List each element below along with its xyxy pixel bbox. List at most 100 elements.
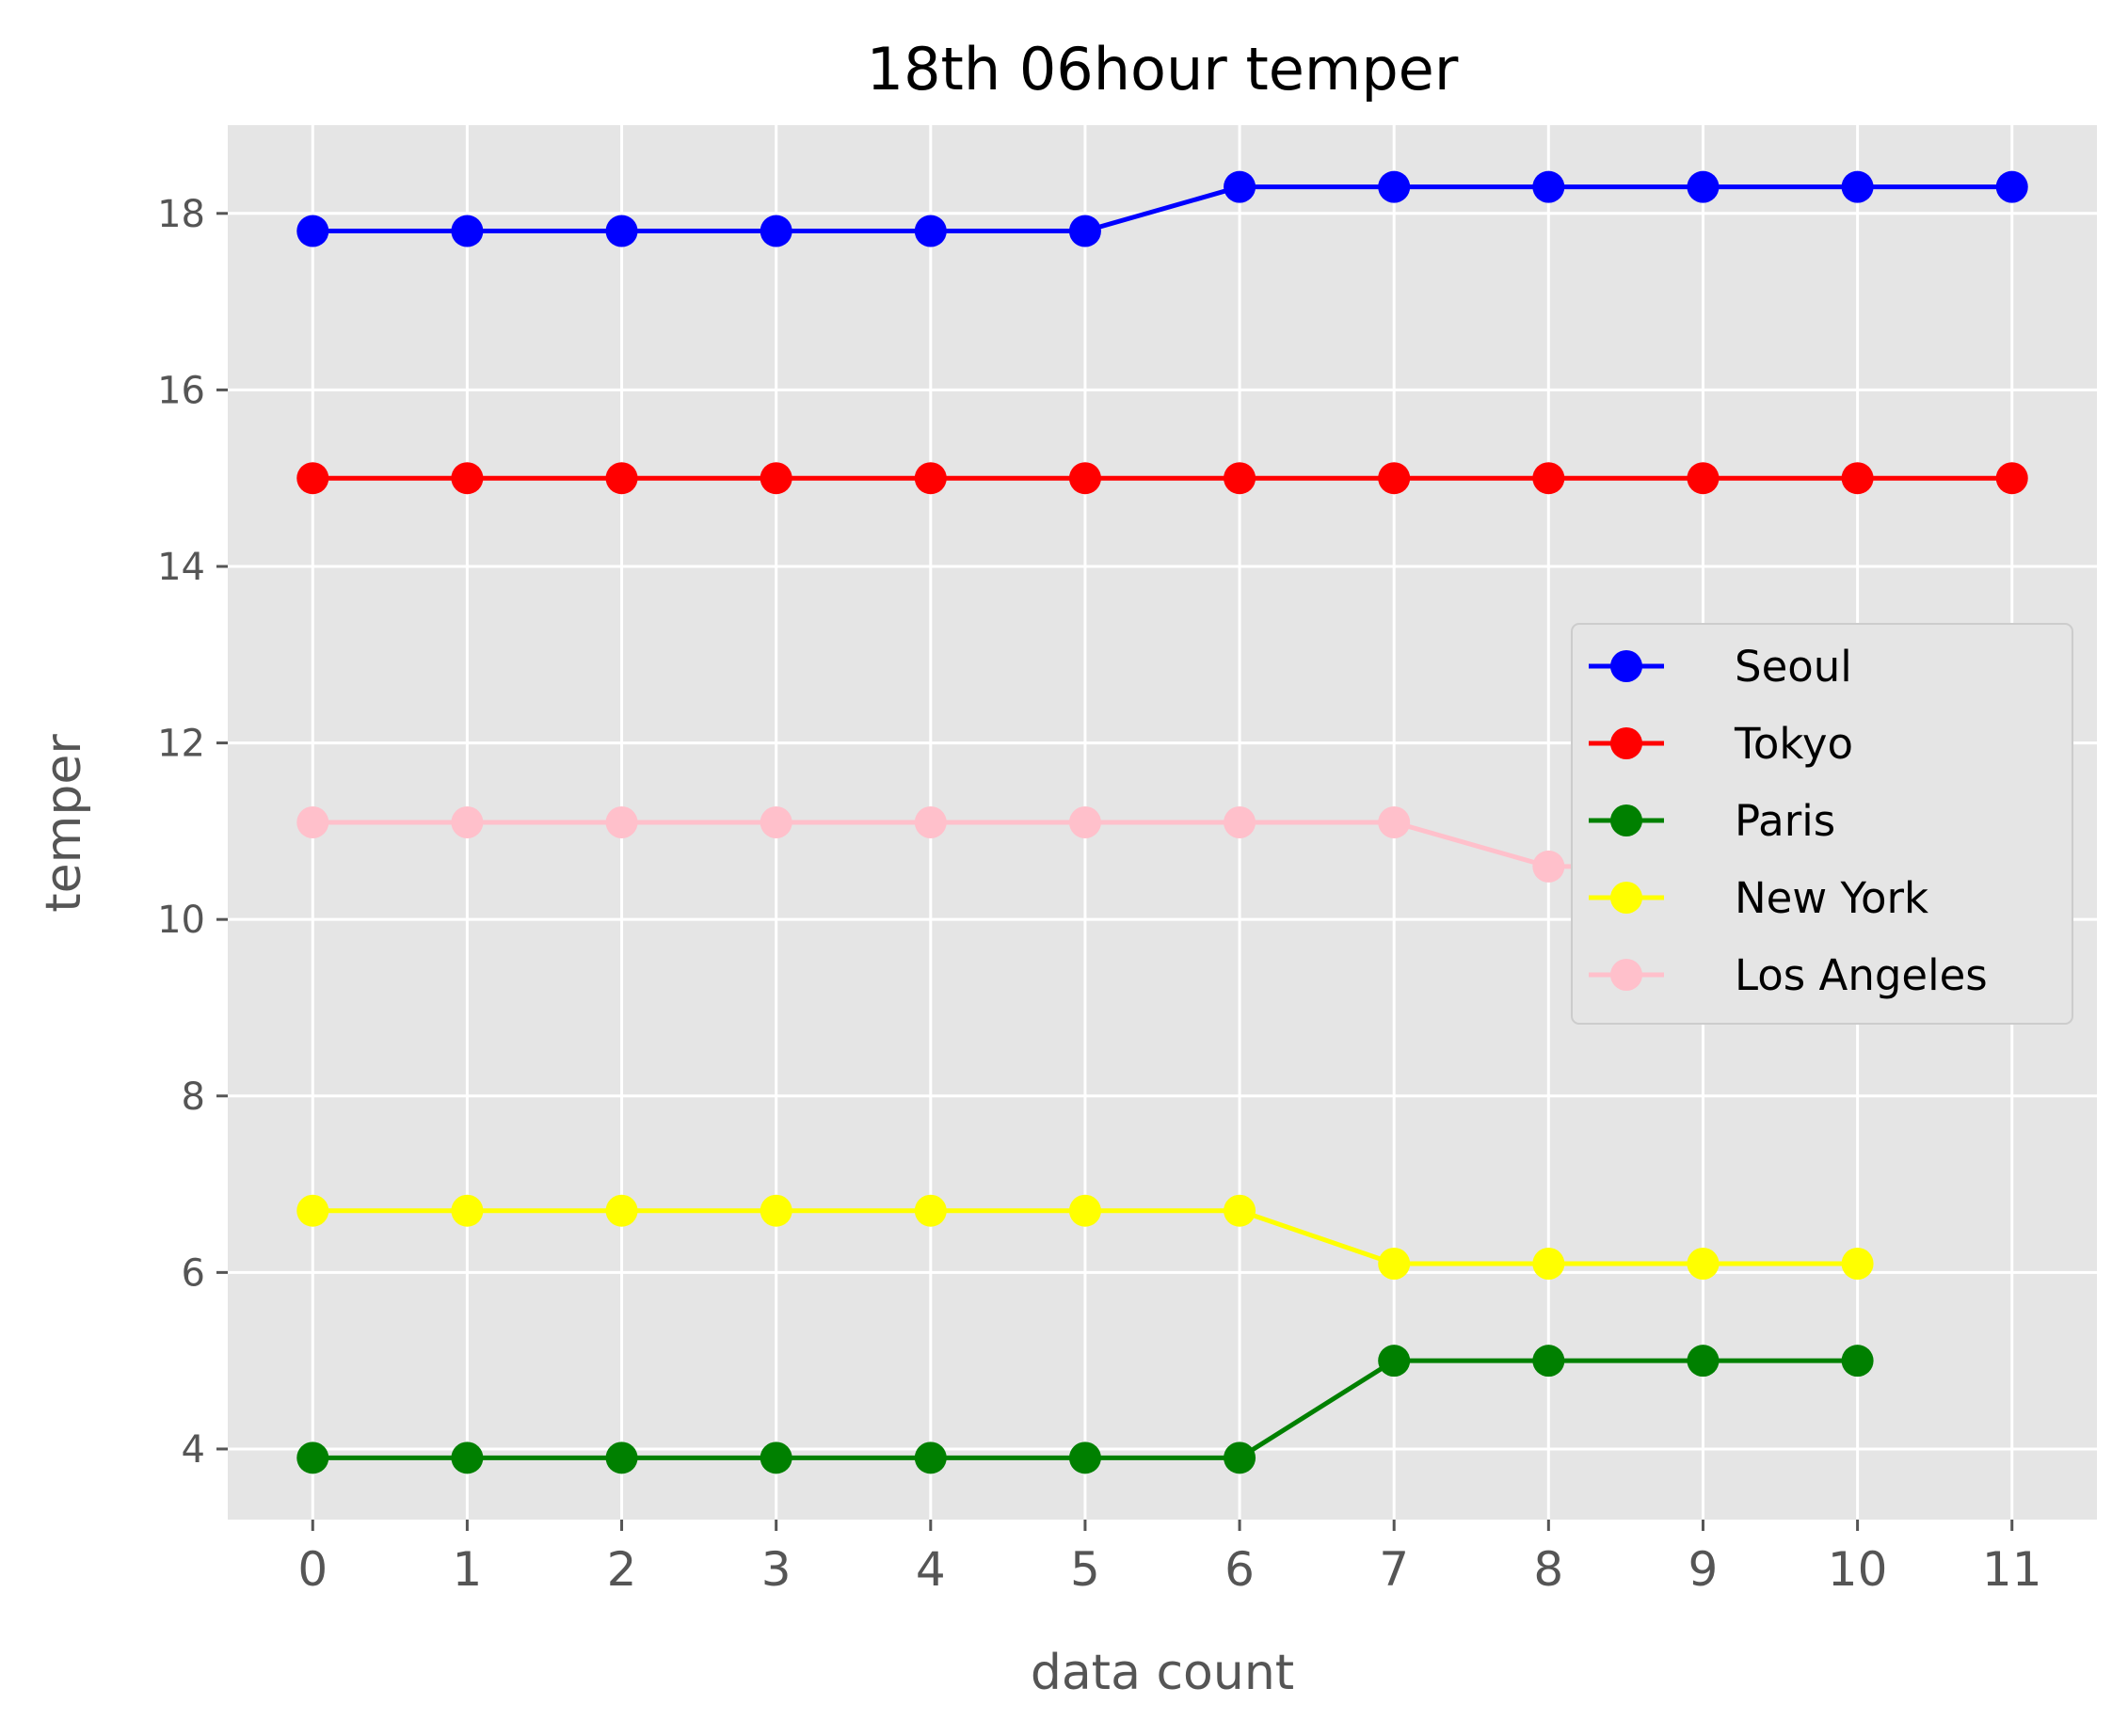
data-point [1995,462,2028,495]
x-axis-ticks: 0 1 2 3 4 5 6 7 8 9 10 11 [297,1520,2042,1597]
y-tick-label: 12 [157,723,205,766]
x-tick-label: 9 [1688,1542,1719,1597]
legend-label: Tokyo [1734,719,1853,769]
data-point [1224,170,1256,203]
x-tick-label: 10 [1828,1542,1888,1597]
data-point [1068,215,1101,247]
x-tick-label: 2 [607,1542,637,1597]
data-point [1068,806,1101,838]
data-point [1378,806,1411,838]
y-tick-label: 4 [182,1428,205,1472]
series-tokyo [296,462,2028,495]
data-point [1532,1247,1565,1280]
data-point [296,1441,329,1474]
legend-marker [1610,727,1642,759]
legend-item: Tokyo [1589,719,1853,769]
x-tick-label: 4 [916,1542,946,1597]
data-point [605,806,638,838]
legend-label: Seoul [1735,642,1852,692]
data-point [1224,806,1256,838]
series-seoul [296,170,2028,247]
data-point [1224,462,1256,495]
data-point [296,1194,329,1227]
data-point [605,1194,638,1227]
legend-item: Seoul [1589,642,1852,692]
data-point [605,1441,638,1474]
data-point [451,806,484,838]
x-tick-label: 1 [452,1542,482,1597]
data-point [1068,1194,1101,1227]
data-point [1378,1247,1411,1280]
data-point [1532,462,1565,495]
y-tick-label: 18 [157,193,205,236]
legend-box [1571,623,2073,1025]
legend: Seoul Tokyo Paris New York Los Angeles [1571,623,2073,1025]
data-point [1841,170,1874,203]
legend-label: New York [1735,873,1928,923]
data-point [296,806,329,838]
data-point [1378,170,1411,203]
data-point [760,806,792,838]
data-point [1687,1247,1720,1280]
data-point [451,462,484,495]
data-point [296,215,329,247]
legend-marker [1610,804,1642,836]
y-tick-label: 16 [157,369,205,412]
legend-marker [1610,650,1642,682]
legend-marker [1610,882,1642,914]
legend-label: Los Angeles [1735,950,1988,1000]
legend-item: New York [1589,873,1928,923]
data-point [760,1441,792,1474]
legend-item: Paris [1589,796,1835,846]
data-point [1532,170,1565,203]
legend-marker [1610,959,1642,991]
data-point [760,1194,792,1227]
x-tick-label: 3 [761,1542,792,1597]
data-point [605,462,638,495]
data-point [760,462,792,495]
data-point [914,215,947,247]
y-axis-ticks: 4 6 8 10 12 14 16 18 [157,193,228,1472]
data-point [1995,170,2028,203]
x-tick-label: 11 [1982,1542,2042,1597]
data-point [1224,1441,1256,1474]
data-point [296,462,329,495]
series-new-york [296,1194,1874,1280]
data-point [1532,850,1565,883]
x-tick-label: 8 [1533,1542,1563,1597]
data-point [1378,462,1411,495]
data-point [1841,1247,1874,1280]
data-point [1687,1345,1720,1378]
y-tick-label: 8 [182,1075,205,1119]
data-point [1687,170,1720,203]
x-tick-label: 0 [297,1542,328,1597]
legend-label: Paris [1735,796,1835,846]
data-point [451,1194,484,1227]
legend-item: Los Angeles [1589,950,1988,1000]
data-point [914,1194,947,1227]
data-point [1687,462,1720,495]
series-paris [296,1345,1874,1474]
x-axis-label: data count [1031,1645,1294,1701]
data-point [1068,462,1101,495]
data-point [914,806,947,838]
data-point [760,215,792,247]
data-point [1841,462,1874,495]
data-point [1068,1441,1101,1474]
data-point [1841,1345,1874,1378]
data-point [1532,1345,1565,1378]
y-tick-label: 14 [157,546,205,589]
y-axis-label: temper [36,734,92,913]
data-point [1378,1345,1411,1378]
data-point [451,1441,484,1474]
y-tick-label: 6 [182,1251,205,1295]
data-point [1224,1194,1256,1227]
data-point [914,462,947,495]
data-point [605,215,638,247]
chart-title: 18th 06hour temper [867,35,1459,104]
y-tick-label: 10 [157,899,205,942]
series-line [312,184,2012,234]
x-tick-label: 6 [1224,1542,1255,1597]
data-point [451,215,484,247]
